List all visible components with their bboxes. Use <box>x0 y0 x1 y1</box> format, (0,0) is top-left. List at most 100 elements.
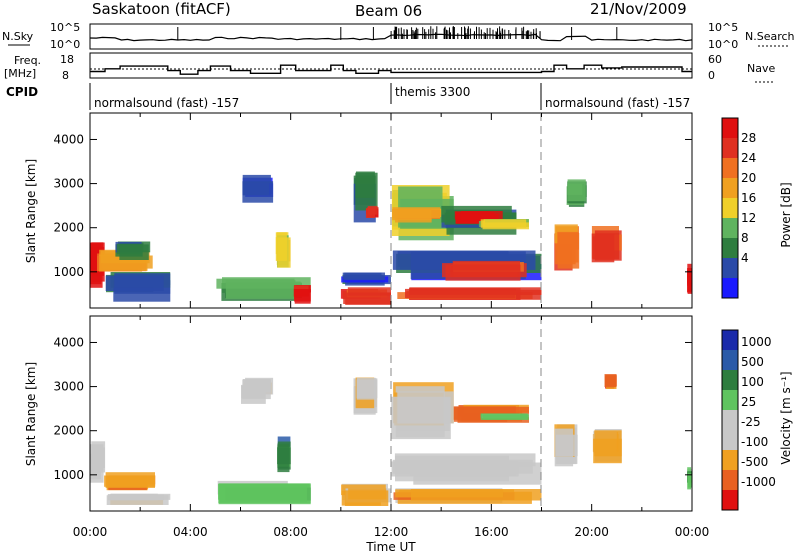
heat-cell <box>104 475 156 487</box>
colorbar-frame <box>721 117 739 299</box>
colorbar-tick-label: 8 <box>741 231 749 245</box>
heat-cell <box>92 447 105 468</box>
heat-cell <box>405 288 516 299</box>
x-tick-label: 04:00 <box>173 525 208 539</box>
colorbar-tick-label: 28 <box>741 131 756 145</box>
colorbar-tick-label: 25 <box>741 395 756 409</box>
x-tick-label: 20:00 <box>574 525 609 539</box>
colorbar-tick-label: -1000 <box>741 475 776 489</box>
x-axis-label: Time UT <box>365 540 416 554</box>
colorbar-frame <box>721 329 739 511</box>
colorbar-swatch <box>722 158 738 179</box>
velocity-colorbar-label: Velocity [m s⁻¹] <box>779 371 793 464</box>
nave-tick-bottom: 0 <box>708 69 715 82</box>
freq-tick-top: 18 <box>60 53 74 66</box>
heat-cell <box>216 278 295 289</box>
heat-cell <box>347 287 391 296</box>
y-tick-label: 4000 <box>53 335 84 349</box>
y-tick-label: 2000 <box>53 221 84 235</box>
x-tick-label: 08:00 <box>273 525 308 539</box>
nave-tick-top: 60 <box>708 53 722 66</box>
power-colorbar: 28 24 20 16 12 8 4 <box>721 117 756 299</box>
colorbar-swatch <box>722 370 738 391</box>
heat-cell <box>343 292 391 304</box>
x-tick-label: 12:00 <box>374 525 409 539</box>
station-title: Saskatoon (fitACF) <box>92 0 231 18</box>
heat-cell <box>394 453 536 467</box>
freq-trace <box>90 64 692 75</box>
heat-cell <box>460 211 503 221</box>
heat-cell <box>275 232 287 261</box>
colorbar-swatch <box>722 470 738 491</box>
x-tick-labels: 00:00 04:00 08:00 12:00 16:00 20:00 00:00 <box>73 525 710 539</box>
heat-cell <box>242 182 270 195</box>
colorbar-swatch <box>722 410 738 431</box>
y-tick-label: 3000 <box>53 177 84 191</box>
colorbar-tick-label: -100 <box>741 435 768 449</box>
power-ylabel: Slant Range [km] <box>24 159 38 263</box>
colorbar-swatch <box>722 138 738 159</box>
heat-cell <box>110 493 171 500</box>
cpid-mode-3: normalsound (fast) -157 <box>545 96 690 110</box>
power-colorbar-label: Power [dB] <box>779 182 793 247</box>
velocity-axis-ticks: 4000 3000 2000 1000 <box>53 316 693 511</box>
heat-cell <box>348 488 387 500</box>
y-tick-label: 2000 <box>53 424 84 438</box>
nsearch-tick-bottom: 10^0 <box>708 38 738 51</box>
nsky-tick-bottom: 10^0 <box>50 38 80 51</box>
colorbar-tick-label: -25 <box>741 415 761 429</box>
heat-cell <box>277 443 290 473</box>
colorbar-swatch <box>722 238 738 259</box>
colorbar-swatch <box>722 350 738 371</box>
heat-cell <box>242 379 271 400</box>
x-tick-label: 16:00 <box>474 525 509 539</box>
heat-cell <box>594 430 622 457</box>
heat-cell <box>342 272 382 279</box>
colorbar-tick-label: 1000 <box>741 335 772 349</box>
colorbar-swatch <box>722 118 738 139</box>
colorbar-tick-label: -500 <box>741 455 768 469</box>
y-tick-label: 3000 <box>53 380 84 394</box>
colorbar-swatch <box>722 198 738 219</box>
beam-title: Beam 06 <box>355 2 422 20</box>
colorbar-tick-label: 20 <box>741 171 756 185</box>
heat-cell <box>567 179 586 202</box>
freq-label-1: Freq. <box>14 54 41 67</box>
heat-cell <box>391 396 451 440</box>
heat-cell <box>367 205 378 215</box>
nsearch-label: N.Search <box>745 30 795 43</box>
cpid-label: CPID <box>6 85 38 99</box>
colorbar-tick-label: 4 <box>741 251 749 265</box>
freq-label-2: [MHz] <box>4 67 36 80</box>
colorbar-tick-label: 100 <box>741 375 764 389</box>
colorbar-swatch <box>722 390 738 411</box>
nave-label: Nave <box>747 62 775 75</box>
heat-cell <box>114 273 171 294</box>
nsearch-tick-top: 10^5 <box>708 21 738 34</box>
power-axis-ticks: 4000 3000 2000 1000 <box>53 113 693 308</box>
heat-cell <box>687 474 692 488</box>
heat-cell <box>557 233 580 269</box>
heat-cell <box>482 222 529 230</box>
heat-cell <box>395 209 432 223</box>
colorbar-swatch <box>722 330 738 351</box>
velocity-heatmap <box>90 374 692 506</box>
y-tick-label: 1000 <box>53 468 84 482</box>
nsky-tick-top: 10^5 <box>50 21 80 34</box>
colorbar-swatch <box>722 430 738 451</box>
heat-cell <box>355 178 375 198</box>
heat-cell <box>356 379 378 399</box>
freq-panel-frame <box>89 52 693 79</box>
cpid-mode-1: normalsound (fast) -157 <box>94 96 239 110</box>
heat-cell <box>480 413 528 418</box>
heat-cell <box>687 270 692 293</box>
colorbar-swatch <box>722 218 738 239</box>
y-tick-label: 4000 <box>53 132 84 146</box>
heat-cell <box>294 289 311 302</box>
colorbar-swatch <box>722 450 738 471</box>
colorbar-tick-label: 500 <box>741 355 764 369</box>
freq-tick-bottom: 8 <box>62 69 69 82</box>
colorbar-tick-label: 24 <box>741 151 756 165</box>
heat-cell <box>220 484 307 503</box>
